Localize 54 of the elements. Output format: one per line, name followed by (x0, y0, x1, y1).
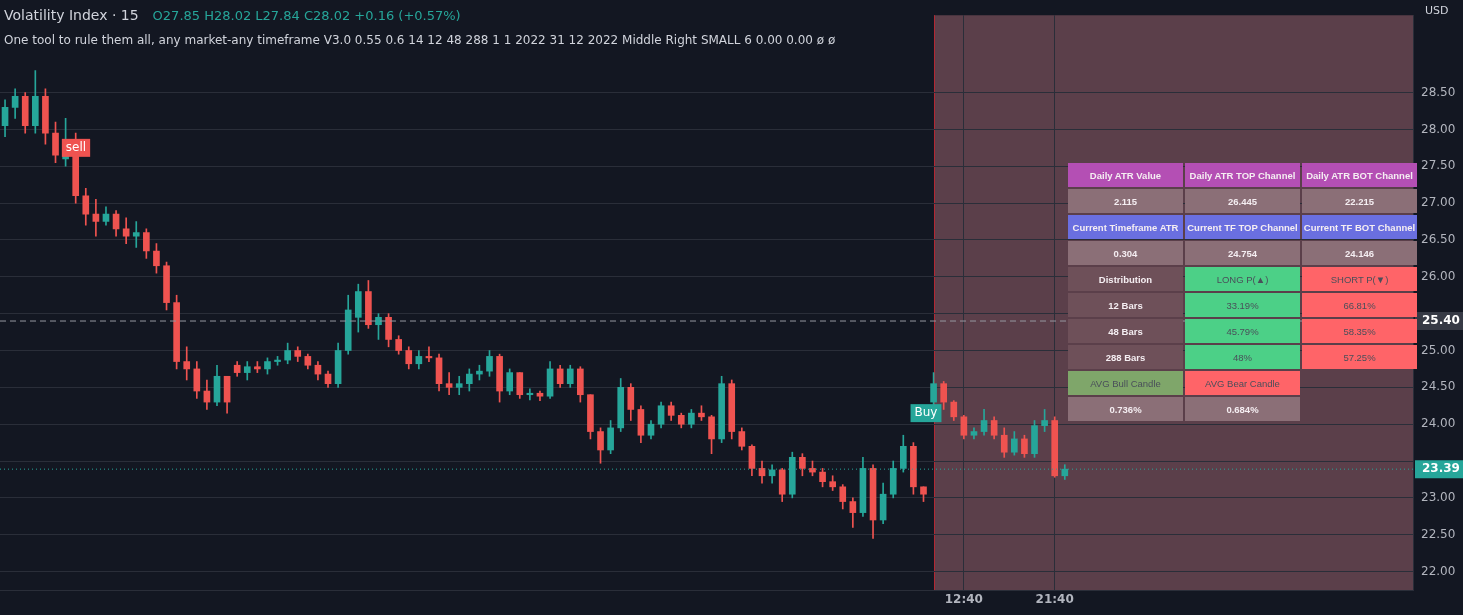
ref-line-label: 23.39 (1422, 461, 1460, 476)
y-tick-label: 28.50 (1421, 84, 1456, 99)
candlestick (92, 199, 100, 237)
annotation: sell (65, 139, 87, 154)
text: 66.81% (1343, 299, 1376, 311)
ref-line-label: 25.40 (1422, 313, 1460, 328)
y-tick-label: 26.00 (1421, 268, 1456, 283)
text: 288 Bars (1105, 351, 1146, 363)
y-tick-label: 22.50 (1421, 526, 1456, 541)
text: 0.736% (1109, 403, 1142, 415)
text: One tool to rule them all, any market-any timeframe V3.0 0.55 0.6 14 12 48 288 1 1 2022 31 12 2022 Middle Right SMALL 6 0.00 0.00 ø ø (4, 33, 836, 47)
text: 57.25% (1343, 351, 1376, 363)
annotation: Buy (914, 405, 938, 420)
candlestick (445, 372, 453, 396)
text: Daily ATR Value (1089, 169, 1162, 181)
text: 22.215 (1344, 195, 1375, 207)
y-tick-label: 27.00 (1421, 195, 1456, 210)
y-tick-label: 25.00 (1421, 342, 1456, 357)
text: 24.146 (1344, 247, 1375, 259)
y-tick-label: 26.50 (1421, 232, 1456, 247)
text: 2.115 (1113, 195, 1138, 207)
y-tick-label: 22.00 (1421, 563, 1456, 578)
candlestick (183, 346, 191, 381)
y-tick-label: 28.00 (1421, 121, 1456, 136)
text: 26.445 (1227, 195, 1258, 207)
y-tick-label: 24.50 (1421, 379, 1456, 394)
text: 12 Bars (1108, 299, 1143, 311)
y-axis-title: USD (1425, 4, 1449, 17)
text: 0.684% (1226, 403, 1259, 415)
text: 45.79% (1226, 325, 1259, 337)
x-tick-label: 21:40 (1035, 592, 1074, 607)
text: Current Timeframe ATR (1072, 221, 1179, 233)
text: AVG Bull Candle (1090, 377, 1161, 389)
text: AVG Bear Candle (1205, 377, 1280, 389)
text: 48 Bars (1108, 325, 1143, 337)
annotation: O27.85 H28.02 L27.84 C28.02 +0.16 (+0.57%) (152, 8, 461, 23)
y-tick-label: 23.00 (1421, 490, 1456, 505)
text: Daily ATR BOT Channel (1306, 169, 1413, 181)
text: 33.19% (1226, 299, 1259, 311)
text: Distribution (1098, 273, 1153, 285)
text: Current TF TOP Channel (1187, 221, 1298, 233)
text: LONG P(▲) (1216, 273, 1269, 285)
text: SHORT P(▼) (1330, 273, 1389, 285)
text: Daily ATR TOP Channel (1189, 169, 1296, 181)
candlestick (132, 221, 140, 248)
y-tick-label: 27.50 (1421, 158, 1456, 173)
chart-title: Volatility Index · 15 (4, 7, 139, 23)
x-tick-label: 12:40 (944, 592, 983, 607)
text: Current TF BOT Channel (1303, 221, 1416, 233)
y-tick-label: 24.00 (1421, 416, 1456, 431)
text: 0.304 (1113, 247, 1138, 259)
text: 58.35% (1343, 325, 1376, 337)
text: 24.754 (1227, 247, 1258, 259)
text: 48% (1232, 351, 1252, 363)
